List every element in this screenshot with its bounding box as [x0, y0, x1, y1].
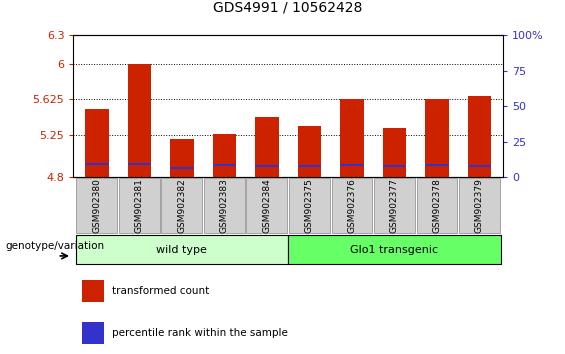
Bar	[85, 109, 108, 177]
Text: genotype/variation: genotype/variation	[6, 241, 105, 251]
Text: percentile rank within the sample: percentile rank within the sample	[112, 328, 288, 338]
Text: transformed count: transformed count	[112, 286, 210, 296]
FancyBboxPatch shape	[459, 178, 500, 233]
Text: GSM902382: GSM902382	[177, 178, 186, 233]
FancyBboxPatch shape	[374, 178, 415, 233]
Bar	[340, 99, 364, 177]
Bar	[340, 164, 364, 166]
Text: GSM902378: GSM902378	[432, 178, 441, 233]
Bar	[128, 64, 151, 177]
Bar	[128, 163, 151, 165]
Bar	[212, 134, 236, 177]
Bar	[298, 126, 321, 177]
Bar	[255, 165, 279, 167]
Text: GSM902381: GSM902381	[135, 178, 144, 233]
Text: GSM902379: GSM902379	[475, 178, 484, 233]
Bar	[298, 165, 321, 167]
FancyBboxPatch shape	[76, 235, 288, 264]
Text: GSM902376: GSM902376	[347, 178, 357, 233]
FancyBboxPatch shape	[416, 178, 457, 233]
Bar	[85, 163, 108, 165]
Bar	[425, 99, 449, 177]
Text: Glo1 transgenic: Glo1 transgenic	[350, 245, 438, 255]
FancyBboxPatch shape	[204, 178, 245, 233]
Bar	[170, 167, 194, 169]
Bar	[82, 280, 103, 302]
Text: GSM902377: GSM902377	[390, 178, 399, 233]
FancyBboxPatch shape	[332, 178, 372, 233]
Text: GDS4991 / 10562428: GDS4991 / 10562428	[214, 0, 363, 14]
Bar	[82, 322, 103, 344]
Text: GSM902380: GSM902380	[92, 178, 101, 233]
FancyBboxPatch shape	[162, 178, 202, 233]
Text: GSM902384: GSM902384	[262, 178, 271, 233]
FancyBboxPatch shape	[119, 178, 160, 233]
Bar	[383, 128, 406, 177]
Bar	[425, 164, 449, 166]
Text: GSM902383: GSM902383	[220, 178, 229, 233]
FancyBboxPatch shape	[288, 235, 501, 264]
Bar	[468, 165, 491, 167]
Bar	[383, 165, 406, 167]
Bar	[212, 164, 236, 166]
FancyBboxPatch shape	[289, 178, 330, 233]
Text: wild type: wild type	[157, 245, 207, 255]
Bar	[255, 117, 279, 177]
Bar	[170, 139, 194, 177]
Text: GSM902375: GSM902375	[305, 178, 314, 233]
Bar	[468, 96, 491, 177]
FancyBboxPatch shape	[76, 178, 118, 233]
FancyBboxPatch shape	[246, 178, 287, 233]
